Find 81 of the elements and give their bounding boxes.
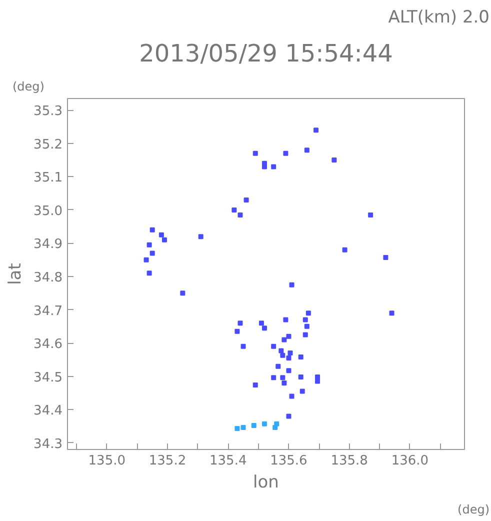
point bbox=[162, 237, 167, 242]
point bbox=[240, 344, 246, 349]
point bbox=[198, 234, 204, 240]
point bbox=[278, 348, 284, 354]
y-tick-label: 34.9 bbox=[34, 237, 63, 252]
point bbox=[238, 212, 243, 218]
point bbox=[280, 375, 286, 380]
point bbox=[298, 354, 304, 360]
y-tick-label: 34.6 bbox=[34, 337, 63, 352]
x-tick-label: 135.2 bbox=[148, 454, 186, 468]
point bbox=[286, 414, 292, 419]
point bbox=[232, 207, 237, 212]
point bbox=[304, 324, 310, 329]
point bbox=[283, 150, 288, 156]
point bbox=[282, 380, 287, 386]
point bbox=[288, 350, 293, 356]
text: (deg) bbox=[458, 502, 490, 516]
y-tick-label: 34.5 bbox=[34, 370, 63, 386]
x-tick-label: 135.6 bbox=[270, 454, 308, 468]
point bbox=[258, 320, 264, 326]
point bbox=[271, 164, 276, 170]
point bbox=[252, 382, 258, 388]
x-tick-label: 135.4 bbox=[210, 454, 247, 468]
point bbox=[315, 378, 320, 384]
chart-title: 2013/05/29 15:54:44 bbox=[139, 40, 393, 68]
text: ALT(km) 2.0 bbox=[388, 8, 490, 28]
point bbox=[244, 197, 249, 202]
point bbox=[280, 352, 286, 358]
point bbox=[150, 250, 155, 256]
point bbox=[262, 421, 267, 426]
y-tick-label: 35.2 bbox=[34, 137, 63, 152]
x-tick-label: 135.0 bbox=[88, 454, 126, 468]
point bbox=[276, 364, 281, 369]
point bbox=[289, 282, 294, 288]
y-tick-label: 35.3 bbox=[34, 104, 63, 120]
point bbox=[146, 242, 152, 248]
point bbox=[238, 320, 243, 326]
y-tick-label: 34.3 bbox=[34, 436, 63, 452]
point bbox=[271, 375, 276, 380]
point bbox=[251, 423, 256, 428]
point bbox=[150, 227, 155, 232]
point bbox=[262, 326, 267, 331]
y-tick-label: 35.1 bbox=[34, 170, 63, 186]
y-tick-label: 34.8 bbox=[34, 270, 63, 286]
point bbox=[298, 374, 304, 380]
point bbox=[389, 310, 394, 316]
y-tick-label: 35.0 bbox=[34, 204, 63, 219]
point bbox=[240, 425, 246, 430]
y-tick-label: 34.4 bbox=[34, 404, 63, 419]
point bbox=[252, 150, 258, 156]
point bbox=[234, 426, 240, 432]
point bbox=[306, 310, 311, 316]
point bbox=[368, 212, 374, 218]
point bbox=[282, 337, 287, 342]
point bbox=[314, 128, 319, 133]
point bbox=[302, 317, 308, 322]
x-tick-label: 136.0 bbox=[391, 454, 429, 468]
point bbox=[180, 290, 186, 296]
point bbox=[302, 332, 308, 338]
y-axis-title: lat bbox=[6, 262, 26, 285]
point bbox=[158, 232, 164, 238]
point bbox=[383, 255, 388, 260]
point bbox=[332, 158, 337, 163]
point bbox=[272, 425, 278, 430]
point bbox=[286, 356, 292, 361]
x-axis-title: lon bbox=[253, 472, 279, 492]
point bbox=[146, 270, 152, 276]
point bbox=[300, 388, 305, 394]
point bbox=[234, 328, 240, 334]
y-tick-label: 34.7 bbox=[34, 304, 63, 319]
text: (deg) bbox=[12, 80, 44, 94]
x-tick-label: 135.8 bbox=[330, 454, 368, 468]
point bbox=[315, 374, 320, 380]
point bbox=[304, 148, 310, 153]
point bbox=[286, 368, 292, 374]
point bbox=[289, 394, 294, 399]
point bbox=[144, 257, 149, 262]
point bbox=[286, 334, 292, 339]
point bbox=[283, 317, 288, 322]
point bbox=[342, 247, 348, 252]
point bbox=[271, 344, 276, 349]
